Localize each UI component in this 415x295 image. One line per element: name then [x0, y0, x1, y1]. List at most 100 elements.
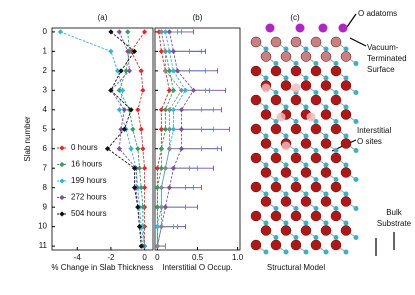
marker — [138, 243, 144, 249]
annotation: Substrate — [377, 219, 412, 228]
marker — [154, 204, 161, 210]
marker — [138, 126, 144, 132]
marker — [158, 126, 165, 132]
atom — [340, 225, 352, 236]
y-tick-label: 6 — [43, 144, 48, 153]
marker — [116, 87, 122, 93]
atom — [310, 210, 322, 222]
atom — [270, 36, 282, 48]
atom — [300, 138, 312, 149]
atom — [263, 104, 269, 110]
atom — [293, 119, 299, 124]
marker — [126, 68, 133, 74]
marker — [170, 107, 177, 113]
series-line — [156, 31, 174, 247]
atom — [290, 65, 302, 77]
legend-label: 199 hours — [71, 176, 107, 185]
marker — [178, 87, 185, 93]
marker — [120, 87, 126, 93]
marker — [178, 146, 185, 152]
atom — [250, 36, 262, 48]
y-tick-label: 10 — [38, 222, 47, 231]
marker — [162, 48, 169, 54]
atom — [313, 61, 319, 66]
atom — [320, 51, 332, 62]
marker — [57, 29, 64, 35]
marker — [128, 107, 134, 113]
marker — [170, 68, 177, 74]
atom — [290, 94, 302, 106]
y-tick-label: 11 — [39, 241, 48, 250]
marker — [158, 204, 165, 210]
marker — [131, 165, 138, 171]
annotation: Surface — [367, 65, 395, 74]
series-line — [106, 31, 142, 247]
atom — [323, 46, 329, 52]
marker — [118, 126, 124, 132]
plot-frame — [51, 27, 154, 251]
atom — [310, 152, 322, 164]
marker — [166, 87, 173, 93]
marker — [131, 48, 138, 54]
y-axis-title: Slab number — [23, 116, 32, 162]
atom — [310, 36, 322, 48]
marker — [108, 48, 114, 54]
series-line — [156, 31, 183, 247]
atom — [290, 239, 302, 251]
marker — [158, 107, 165, 113]
atom — [330, 152, 342, 164]
atom — [250, 152, 262, 164]
y-tick-label: 7 — [43, 163, 48, 172]
x-tick-label: 0 — [142, 253, 147, 262]
x-axis-title: % Change in Slab Thickness — [51, 263, 153, 272]
marker — [158, 48, 165, 54]
atom — [270, 94, 282, 106]
marker — [154, 224, 161, 230]
atom — [320, 196, 332, 207]
adatom — [318, 23, 328, 33]
atom — [290, 36, 302, 48]
marker — [174, 68, 181, 74]
atom — [303, 162, 309, 168]
atom — [283, 46, 289, 52]
atom — [340, 51, 352, 62]
atom — [283, 104, 289, 110]
atom — [353, 148, 359, 153]
atom — [340, 167, 352, 178]
marker — [166, 146, 173, 152]
atom — [333, 177, 339, 182]
atom — [320, 138, 332, 149]
atom — [250, 65, 262, 77]
marker — [118, 68, 124, 74]
atom — [353, 235, 359, 240]
legend-label: 0 hours — [71, 143, 98, 152]
y-tick-label: 3 — [43, 85, 48, 94]
marker — [162, 204, 169, 210]
atom — [280, 51, 292, 62]
atom — [283, 133, 289, 139]
atom — [330, 65, 342, 77]
marker — [138, 68, 144, 74]
marker — [136, 165, 143, 171]
atom — [263, 191, 269, 197]
interstitial-site — [291, 83, 301, 93]
atom — [340, 109, 352, 120]
atom — [333, 61, 339, 66]
atom — [310, 94, 322, 106]
marker — [130, 126, 136, 132]
marker — [170, 87, 177, 93]
x-tick-label: -4 — [74, 253, 82, 262]
panel-label: (a) — [98, 13, 108, 22]
atom — [270, 152, 282, 164]
atom — [320, 80, 332, 91]
atom — [260, 167, 272, 178]
atom — [250, 181, 262, 193]
structural-model — [250, 23, 359, 255]
atom — [323, 191, 329, 197]
legend-marker — [59, 145, 65, 151]
marker — [141, 29, 148, 35]
atom — [333, 235, 339, 240]
marker — [123, 68, 129, 74]
marker — [182, 87, 189, 93]
atom — [250, 94, 262, 106]
